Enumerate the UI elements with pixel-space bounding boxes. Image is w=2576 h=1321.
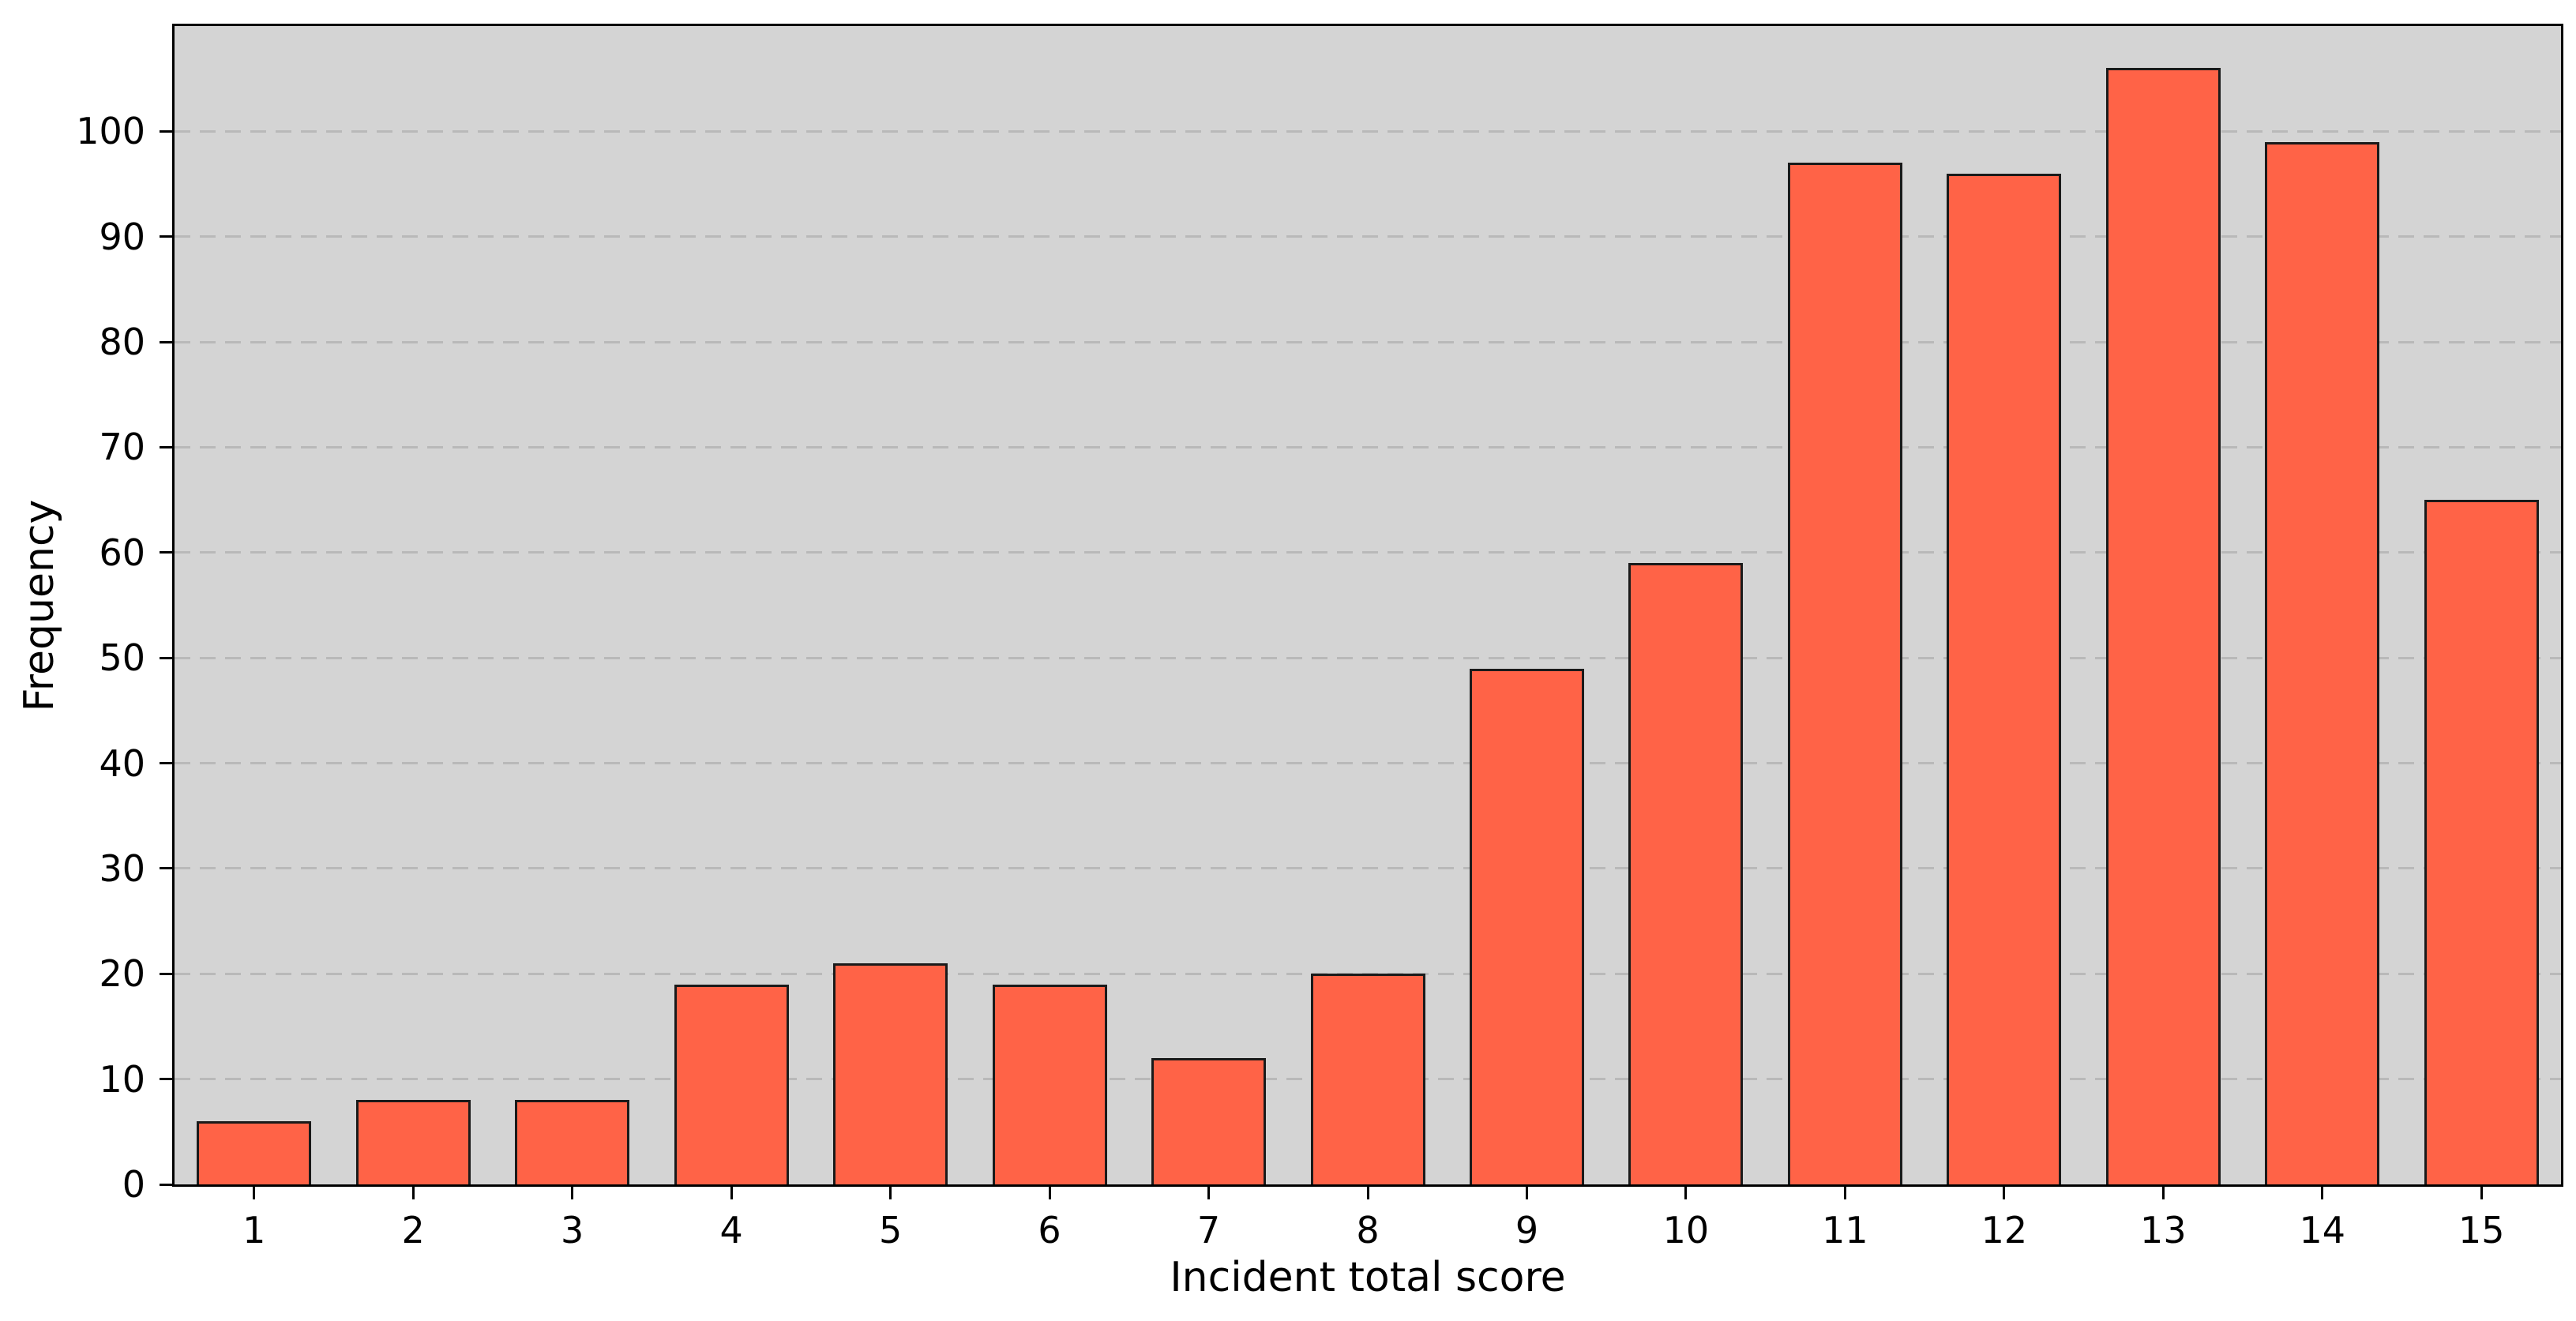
bar-9 <box>1470 669 1584 1184</box>
y-tick-label-40: 40 <box>99 741 145 785</box>
gridline-y-100 <box>175 129 2561 133</box>
x-tick-label-13: 13 <box>2140 1209 2187 1252</box>
y-tick-label-30: 30 <box>99 846 145 890</box>
bar-13 <box>2106 68 2221 1184</box>
bar-15 <box>2424 500 2539 1184</box>
y-tick-mark-70 <box>160 445 172 448</box>
x-tick-label-8: 8 <box>1356 1209 1380 1252</box>
x-tick-mark-13 <box>2161 1187 2165 1199</box>
bar-2 <box>356 1100 471 1184</box>
y-tick-mark-100 <box>160 129 172 133</box>
x-tick-mark-1 <box>253 1187 256 1199</box>
y-tick-mark-20 <box>160 972 172 975</box>
bar-5 <box>833 963 948 1184</box>
bar-4 <box>674 985 789 1184</box>
bar-7 <box>1151 1058 1266 1184</box>
bar-3 <box>515 1100 629 1184</box>
y-tick-label-50: 50 <box>99 636 145 680</box>
x-tick-label-9: 9 <box>1515 1209 1539 1252</box>
bar-8 <box>1311 974 1425 1184</box>
y-tick-label-100: 100 <box>76 110 145 153</box>
y-tick-mark-90 <box>160 235 172 238</box>
y-tick-mark-40 <box>160 762 172 765</box>
gridline-y-50 <box>175 656 2561 659</box>
y-tick-label-20: 20 <box>99 952 145 996</box>
bar-6 <box>993 985 1107 1184</box>
x-tick-label-11: 11 <box>1822 1209 1868 1252</box>
gridline-y-90 <box>175 235 2561 238</box>
x-tick-mark-12 <box>2003 1187 2006 1199</box>
y-tick-mark-30 <box>160 867 172 870</box>
x-tick-mark-14 <box>2321 1187 2324 1199</box>
x-tick-label-14: 14 <box>2299 1209 2346 1252</box>
y-tick-label-70: 70 <box>99 426 145 469</box>
x-tick-mark-3 <box>571 1187 574 1199</box>
y-tick-label-60: 60 <box>99 531 145 574</box>
x-tick-mark-7 <box>1207 1187 1211 1199</box>
y-tick-mark-0 <box>160 1183 172 1186</box>
x-tick-label-3: 3 <box>561 1209 584 1252</box>
x-tick-label-12: 12 <box>1981 1209 2028 1252</box>
bar-11 <box>1788 163 1902 1184</box>
y-tick-label-80: 80 <box>99 321 145 364</box>
y-tick-mark-80 <box>160 340 172 343</box>
bar-14 <box>2265 142 2379 1184</box>
x-tick-mark-15 <box>2480 1187 2483 1199</box>
x-tick-mark-5 <box>889 1187 892 1199</box>
gridline-y-80 <box>175 340 2561 343</box>
x-axis-title: Incident total score <box>1170 1254 1566 1301</box>
y-tick-mark-10 <box>160 1078 172 1081</box>
y-tick-mark-50 <box>160 656 172 659</box>
gridline-y-70 <box>175 445 2561 448</box>
x-tick-mark-9 <box>1525 1187 1528 1199</box>
y-tick-label-0: 0 <box>122 1163 145 1206</box>
x-tick-label-15: 15 <box>2458 1209 2505 1252</box>
y-axis-title: Frequency <box>16 499 63 711</box>
x-tick-mark-2 <box>411 1187 415 1199</box>
x-tick-label-4: 4 <box>719 1209 743 1252</box>
x-tick-label-5: 5 <box>878 1209 903 1252</box>
bars-layer <box>175 26 2561 1184</box>
x-tick-label-7: 7 <box>1196 1209 1221 1252</box>
x-tick-label-10: 10 <box>1662 1209 1710 1252</box>
y-tick-mark-60 <box>160 551 172 554</box>
gridline-y-40 <box>175 762 2561 765</box>
y-tick-label-10: 10 <box>99 1057 145 1101</box>
x-tick-mark-8 <box>1366 1187 1369 1199</box>
gridline-y-60 <box>175 551 2561 554</box>
x-tick-mark-11 <box>1843 1187 1846 1199</box>
x-tick-mark-6 <box>1048 1187 1051 1199</box>
x-tick-mark-4 <box>730 1187 733 1199</box>
bar-12 <box>1947 174 2061 1184</box>
x-tick-mark-10 <box>1684 1187 1688 1199</box>
bar-1 <box>197 1121 311 1184</box>
x-tick-label-1: 1 <box>242 1209 266 1252</box>
gridline-y-30 <box>175 867 2561 870</box>
x-tick-label-6: 6 <box>1038 1209 1061 1252</box>
plot-area <box>172 24 2563 1187</box>
bar-10 <box>1628 563 1743 1184</box>
y-tick-label-90: 90 <box>99 215 145 258</box>
x-tick-label-2: 2 <box>401 1209 425 1252</box>
